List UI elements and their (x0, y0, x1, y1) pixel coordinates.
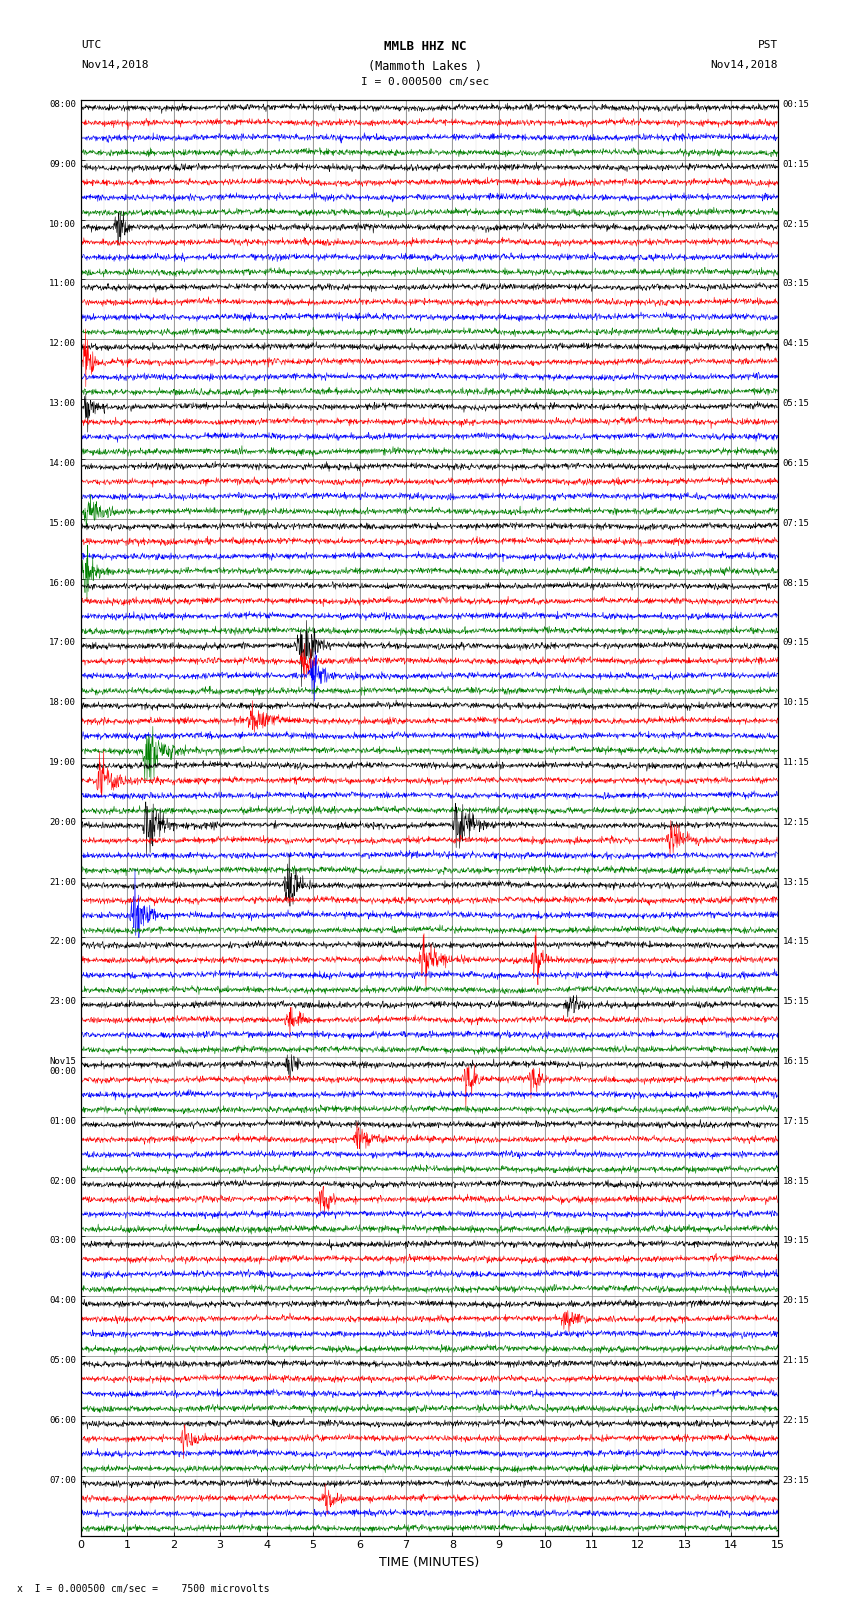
Text: Nov14,2018: Nov14,2018 (81, 60, 148, 69)
Text: x  I = 0.000500 cm/sec =    7500 microvolts: x I = 0.000500 cm/sec = 7500 microvolts (17, 1584, 269, 1594)
Text: (Mammoth Lakes ): (Mammoth Lakes ) (368, 60, 482, 73)
Text: I = 0.000500 cm/sec: I = 0.000500 cm/sec (361, 77, 489, 87)
Text: MMLB HHZ NC: MMLB HHZ NC (383, 40, 467, 53)
X-axis label: TIME (MINUTES): TIME (MINUTES) (379, 1557, 479, 1569)
Text: PST: PST (757, 40, 778, 50)
Text: UTC: UTC (81, 40, 101, 50)
Text: Nov14,2018: Nov14,2018 (711, 60, 778, 69)
